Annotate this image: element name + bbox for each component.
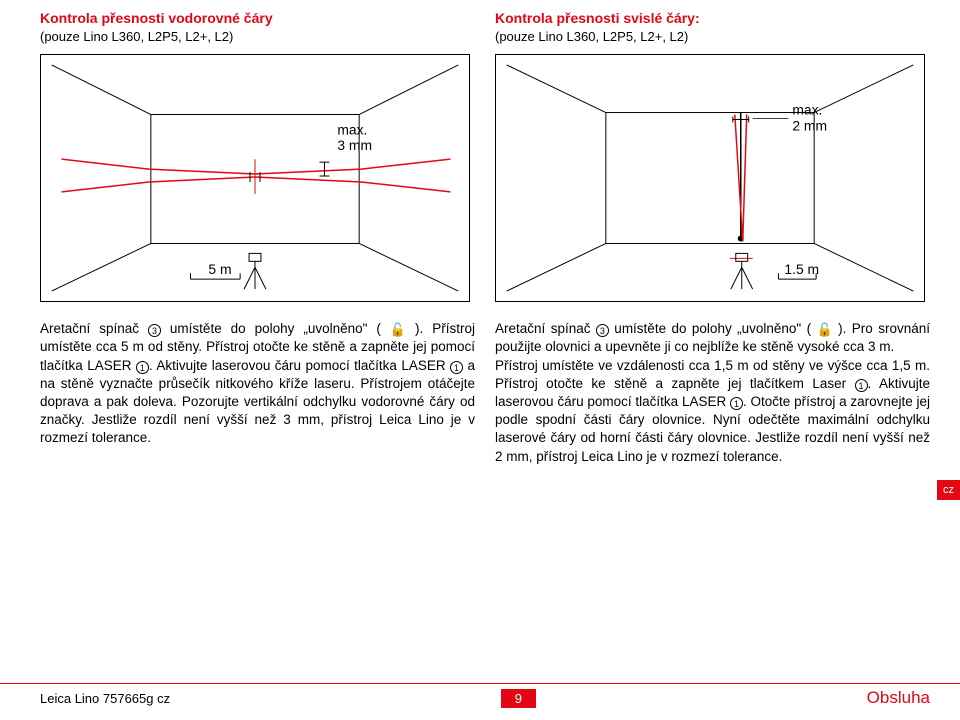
footer-page-number: 9 [501, 689, 536, 708]
svg-text:5 m: 5 m [208, 261, 231, 277]
circle-1-icon: 1 [136, 361, 149, 374]
text: Aretační spínač [40, 321, 148, 336]
right-diagram-wrap: max. 2 mm 1.5 m [495, 54, 930, 302]
circle-1-icon: 1 [730, 397, 743, 410]
text: Aretační spínač [495, 321, 596, 336]
language-tab: cz [937, 480, 960, 500]
circle-3-icon: 3 [596, 324, 609, 337]
circle-1-icon: 1 [450, 361, 463, 374]
right-subhead: (pouze Lino L360, L2P5, L2+, L2) [495, 29, 930, 44]
circle-1-icon: 1 [855, 379, 868, 392]
text: . Aktivujte laserovou čáru pomocí tlačít… [149, 358, 450, 373]
svg-text:1.5 m: 1.5 m [784, 261, 819, 277]
page-content: Kontrola přesnosti vodorovné čáry (pouze… [0, 0, 960, 466]
unlock-icon: 🔓 [390, 321, 406, 339]
left-diagram-wrap: 5 m max. 3 mm [40, 54, 475, 302]
left-subhead: (pouze Lino L360, L2P5, L2+, L2) [40, 29, 475, 44]
footer-left: Leica Lino 757665g cz [40, 691, 170, 706]
horizontal-accuracy-diagram: 5 m max. 3 mm [40, 54, 470, 302]
svg-text:max.: max. [337, 121, 367, 137]
svg-text:max.: max. [792, 101, 822, 117]
footer-section: Obsluha [867, 688, 930, 708]
right-paragraph-1: Aretační spínač 3 umístěte do polohy „uv… [495, 320, 930, 357]
circle-3-icon: 3 [148, 324, 161, 337]
left-column: Kontrola přesnosti vodorovné čáry (pouze… [40, 10, 475, 466]
footer: Leica Lino 757665g cz 9 Obsluha [0, 683, 960, 708]
vertical-accuracy-diagram: max. 2 mm 1.5 m [495, 54, 925, 302]
right-column: Kontrola přesnosti svislé čáry: (pouze L… [495, 10, 930, 466]
svg-text:3 mm: 3 mm [337, 137, 372, 153]
left-heading: Kontrola přesnosti vodorovné čáry [40, 10, 475, 27]
right-paragraph-2: Přístroj umístěte ve vzdálenosti cca 1,5… [495, 357, 930, 466]
left-paragraph: Aretační spínač 3 umístěte do polohy „uv… [40, 320, 475, 448]
unlock-icon: 🔓 [817, 321, 833, 339]
svg-text:2 mm: 2 mm [792, 117, 827, 133]
text: umístěte do polohy „uvolněno" ( [609, 321, 817, 336]
right-heading: Kontrola přesnosti svislé čáry: [495, 10, 930, 27]
text: umístěte do polohy „uvolněno" ( [161, 321, 390, 336]
